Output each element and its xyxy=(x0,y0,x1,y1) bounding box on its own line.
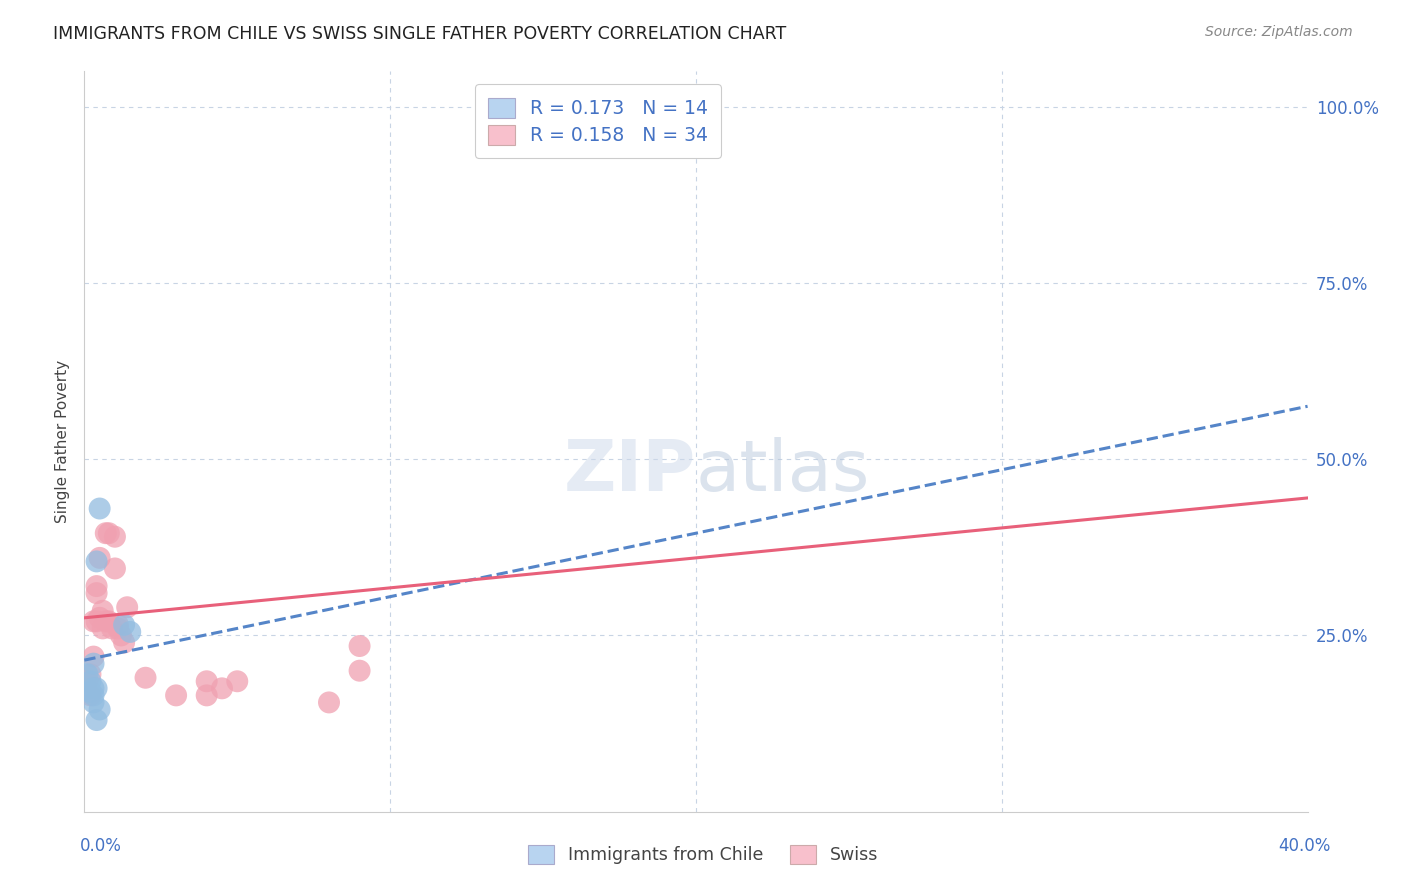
Point xyxy=(195,674,218,689)
Point xyxy=(83,681,105,696)
Point xyxy=(86,554,108,568)
Point xyxy=(211,681,233,696)
Legend: R = 0.173   N = 14, R = 0.158   N = 34: R = 0.173 N = 14, R = 0.158 N = 34 xyxy=(475,85,721,158)
Y-axis label: Single Father Poverty: Single Father Poverty xyxy=(55,360,70,523)
Point xyxy=(89,501,111,516)
Text: 0.0%: 0.0% xyxy=(80,837,122,855)
Point xyxy=(101,621,124,635)
Point xyxy=(89,702,111,716)
Point xyxy=(318,695,340,709)
Point xyxy=(76,667,98,681)
Point xyxy=(654,113,676,128)
Point xyxy=(112,618,135,632)
Point xyxy=(83,657,105,671)
Point xyxy=(97,526,120,541)
Legend: Immigrants from Chile, Swiss: Immigrants from Chile, Swiss xyxy=(519,836,887,872)
Point xyxy=(83,615,105,629)
Point xyxy=(79,689,101,703)
Text: ZIP: ZIP xyxy=(564,437,696,506)
Point xyxy=(135,671,157,685)
Point xyxy=(79,685,101,699)
Point xyxy=(107,618,129,632)
Text: atlas: atlas xyxy=(696,437,870,506)
Point xyxy=(104,561,127,575)
Point xyxy=(349,639,371,653)
Point xyxy=(86,615,108,629)
Point xyxy=(83,695,105,709)
Point xyxy=(112,635,135,649)
Point xyxy=(79,667,101,681)
Point xyxy=(86,579,108,593)
Point xyxy=(89,550,111,565)
Point xyxy=(104,530,127,544)
Point xyxy=(349,664,371,678)
Point xyxy=(76,674,98,689)
Text: IMMIGRANTS FROM CHILE VS SWISS SINGLE FATHER POVERTY CORRELATION CHART: IMMIGRANTS FROM CHILE VS SWISS SINGLE FA… xyxy=(53,25,787,43)
Point xyxy=(83,649,105,664)
Point xyxy=(226,674,249,689)
Point xyxy=(91,621,114,635)
Point xyxy=(120,624,142,639)
Point xyxy=(91,604,114,618)
Point xyxy=(115,600,138,615)
Point xyxy=(83,689,105,703)
Point xyxy=(86,586,108,600)
Point xyxy=(94,615,117,629)
Point xyxy=(89,611,111,625)
Point xyxy=(94,526,117,541)
Point xyxy=(110,628,132,642)
Point xyxy=(165,689,187,703)
Point xyxy=(107,621,129,635)
Point xyxy=(97,615,120,629)
Point xyxy=(79,674,101,689)
Text: 40.0%: 40.0% xyxy=(1278,837,1331,855)
Point xyxy=(86,713,108,727)
Point xyxy=(195,689,218,703)
Text: Source: ZipAtlas.com: Source: ZipAtlas.com xyxy=(1205,25,1353,39)
Point xyxy=(86,681,108,696)
